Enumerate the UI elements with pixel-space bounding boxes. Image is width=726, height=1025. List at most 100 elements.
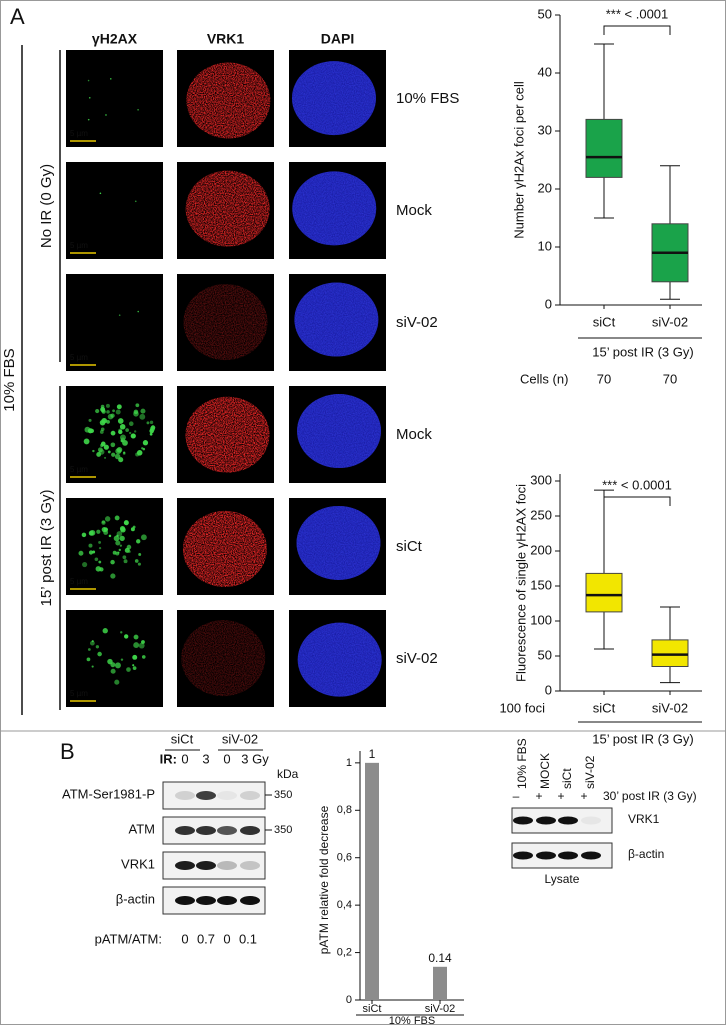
- focus: [87, 118, 90, 121]
- count-value: 70: [597, 371, 611, 386]
- focus: [125, 428, 129, 432]
- y-tick-label: 0,6: [337, 852, 352, 864]
- group-label: 10% FBS: [389, 1015, 435, 1025]
- ratio-value: 0.1: [239, 931, 257, 946]
- focus: [120, 658, 124, 661]
- ir-value: 0: [181, 751, 188, 766]
- band: [175, 791, 195, 800]
- focus: [135, 452, 140, 457]
- nucleus-texture: [294, 282, 379, 357]
- focus: [133, 411, 139, 417]
- micrograph: [66, 162, 163, 259]
- panel-letter: B: [60, 739, 75, 764]
- focus: [140, 408, 146, 414]
- row-label: siV-02: [396, 314, 438, 331]
- box: [585, 572, 623, 613]
- focus: [95, 566, 102, 572]
- group-label: 15’ post IR (3 Gy): [592, 731, 693, 746]
- ir-value: 3 Gy: [241, 751, 269, 766]
- focus: [96, 529, 101, 534]
- focus: [98, 560, 102, 564]
- focus: [124, 634, 129, 639]
- focus: [91, 665, 94, 668]
- ratio-value: 0: [223, 931, 230, 946]
- group-label: siCt: [171, 731, 194, 746]
- focus: [82, 561, 88, 568]
- focus: [142, 447, 146, 451]
- focus: [111, 452, 116, 457]
- nucleus: [182, 510, 267, 587]
- treatment-sign: +: [557, 789, 564, 803]
- focus: [110, 573, 116, 579]
- focus: [134, 200, 137, 203]
- significance-label: *** < .0001: [606, 6, 669, 21]
- x-tick-label: siCt: [593, 700, 616, 715]
- blot-row-label: ATM: [129, 821, 155, 836]
- x-tick-label: siV-02: [652, 314, 688, 329]
- focus: [115, 409, 121, 415]
- significance-bracket: [603, 496, 671, 506]
- focus: [103, 444, 109, 450]
- y-tick-label: 0,8: [337, 804, 352, 816]
- nucleus: [185, 396, 270, 473]
- y-tick-label: 100: [530, 612, 552, 627]
- scale-bar-label: 5 µm: [70, 241, 88, 250]
- focus: [141, 655, 146, 659]
- focus: [126, 667, 131, 672]
- column-header: VRK1: [207, 31, 245, 47]
- focus: [106, 419, 110, 424]
- bar: [365, 762, 379, 1000]
- scale-bar-label: 5 µm: [70, 353, 88, 362]
- band: [240, 826, 260, 835]
- focus: [122, 555, 127, 560]
- focus: [100, 443, 104, 448]
- ir-label: IR:: [160, 751, 177, 766]
- focus: [118, 457, 124, 463]
- nucleus-texture: [297, 394, 382, 469]
- sample-label: Lysate: [545, 872, 580, 886]
- focus: [115, 448, 122, 455]
- focus: [132, 666, 137, 671]
- focus: [118, 428, 122, 433]
- y-tick-label: 0,4: [337, 899, 352, 911]
- significance-label: *** < 0.0001: [602, 477, 672, 492]
- y-tick-label: 30: [538, 122, 552, 137]
- focus: [105, 114, 107, 116]
- band: [536, 816, 556, 825]
- focus: [87, 79, 90, 82]
- focus: [149, 420, 154, 425]
- focus: [123, 520, 129, 526]
- focus: [107, 450, 111, 454]
- band: [240, 791, 260, 800]
- focus: [91, 640, 94, 643]
- micrograph: [66, 50, 163, 147]
- focus: [94, 557, 99, 562]
- band: [581, 851, 601, 860]
- y-tick-label: 150: [530, 577, 552, 592]
- y-tick-label: 0: [545, 296, 552, 311]
- focus: [146, 421, 150, 425]
- focus: [142, 440, 149, 446]
- y-tick-label: 20: [538, 180, 552, 195]
- row-label: siV-02: [396, 650, 438, 667]
- focus: [132, 525, 136, 529]
- band: [536, 851, 556, 860]
- count-label: Cells (n): [520, 371, 568, 386]
- focus: [132, 664, 135, 667]
- focus: [133, 642, 140, 649]
- focus: [110, 668, 116, 674]
- focus: [114, 662, 121, 669]
- focus: [136, 539, 141, 544]
- focus: [133, 634, 139, 640]
- y-tick-label: 10: [538, 238, 552, 253]
- focus: [150, 425, 156, 430]
- focus: [129, 431, 132, 435]
- y-tick-label: 40: [538, 64, 552, 79]
- nucleus: [183, 284, 268, 361]
- scale-bar-label: 5 µm: [70, 465, 88, 474]
- x-tick-label: siV-02: [652, 700, 688, 715]
- band: [175, 896, 195, 905]
- band: [513, 851, 533, 860]
- focus: [115, 540, 121, 546]
- band: [175, 826, 195, 835]
